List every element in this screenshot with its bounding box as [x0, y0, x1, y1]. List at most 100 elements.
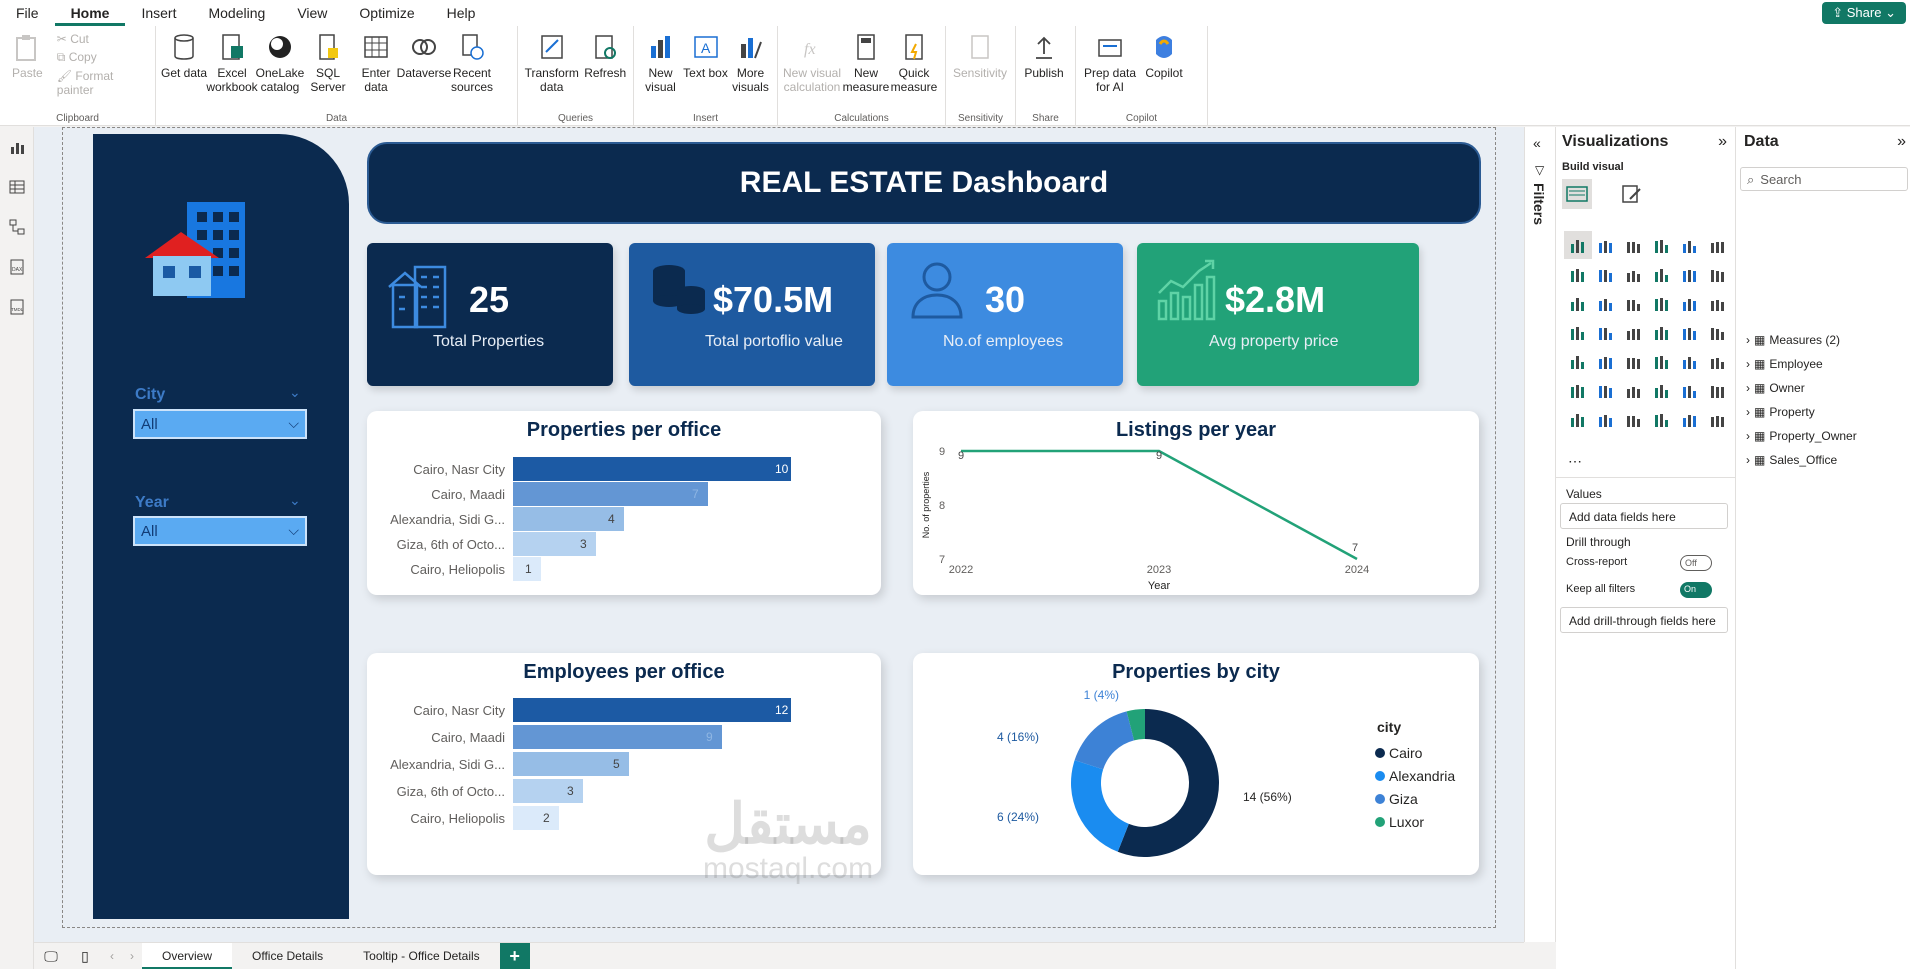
menu-file[interactable]: File — [16, 5, 39, 21]
new-visual-calculation-button[interactable]: fx New visual calculation — [782, 32, 842, 126]
visual-type-icon[interactable] — [1620, 376, 1648, 404]
city-slicer-chevron-icon[interactable]: ⌄ — [289, 384, 301, 400]
year-slicer-chevron-icon[interactable]: ⌄ — [289, 492, 301, 508]
visual-type-icon[interactable] — [1620, 260, 1648, 288]
visual-type-icon[interactable] — [1620, 347, 1648, 375]
properties-per-office-chart[interactable]: Properties per office Cairo, Nasr City 10… — [367, 411, 881, 595]
share-button[interactable]: ⇪ Share ⌄ — [1822, 2, 1906, 24]
donut-slice[interactable] — [1117, 709, 1219, 857]
visual-type-icon[interactable] — [1648, 376, 1676, 404]
menu-insert[interactable]: Insert — [141, 5, 177, 21]
employees-per-office-chart[interactable]: Employees per office Cairo, Nasr City 12 C… — [367, 653, 881, 875]
visual-type-icon[interactable] — [1676, 347, 1704, 375]
visual-type-icon[interactable] — [1564, 376, 1592, 404]
listings-per-year-chart[interactable]: Listings per year 9 8 7 2022 2023 2024 Year No.… — [913, 411, 1479, 595]
refresh-button[interactable]: Refresh — [581, 32, 629, 126]
visual-type-icon[interactable] — [1676, 260, 1704, 288]
donut-slice[interactable] — [1071, 760, 1129, 852]
visual-type-icon[interactable] — [1592, 405, 1620, 433]
sql-server-button[interactable]: SQL Server — [304, 32, 352, 126]
bar-row[interactable]: Cairo, Maadi 9 — [367, 725, 881, 749]
text-box-button[interactable]: A Text box — [683, 32, 728, 126]
collapse-left-icon[interactable]: « — [1533, 135, 1541, 151]
donut-slice[interactable] — [1126, 709, 1145, 741]
model-view-button[interactable] — [0, 207, 34, 247]
city-slicer-dropdown[interactable]: All ⌵ — [133, 409, 307, 439]
visual-type-icon[interactable] — [1592, 260, 1620, 288]
build-visual-tab[interactable] — [1562, 179, 1592, 209]
bar[interactable] — [513, 725, 722, 749]
tab-office-details[interactable]: Office Details — [252, 948, 324, 963]
get-data-button[interactable]: Get data — [160, 32, 208, 126]
onelake-catalog-button[interactable]: OneLake catalog — [256, 32, 304, 126]
data-table-item[interactable]: › ▦ Owner — [1746, 381, 1805, 395]
menu-help[interactable]: Help — [446, 5, 476, 21]
visual-type-icon[interactable] — [1704, 318, 1732, 346]
bar-row[interactable]: Cairo, Heliopolis 2 — [367, 806, 881, 830]
visual-type-icon[interactable] — [1648, 231, 1676, 259]
menu-view[interactable]: View — [297, 5, 328, 21]
bar[interactable] — [513, 457, 791, 481]
visual-type-icon[interactable] — [1592, 347, 1620, 375]
keep-filters-toggle[interactable]: On — [1680, 582, 1712, 598]
bar-row[interactable]: Cairo, Maadi 7 — [367, 482, 881, 506]
visual-type-icon[interactable] — [1648, 260, 1676, 288]
tmdl-view-button[interactable]: TMDL — [0, 287, 34, 327]
dataverse-button[interactable]: Dataverse — [397, 32, 451, 126]
visual-type-icon[interactable] — [1620, 231, 1648, 259]
visual-type-icon[interactable] — [1620, 318, 1648, 346]
donut-slice[interactable] — [1074, 711, 1135, 770]
tab-scroll-left-icon[interactable]: ‹ — [110, 949, 114, 963]
visual-type-icon[interactable] — [1592, 376, 1620, 404]
bar-row[interactable]: Giza, 6th of Octo... 3 — [367, 779, 881, 803]
year-slicer-dropdown[interactable]: All ⌵ — [133, 516, 307, 546]
copilot-button[interactable]: Copilot — [1140, 32, 1188, 126]
transform-data-button[interactable]: Transform data — [522, 32, 581, 126]
report-view-button[interactable] — [0, 127, 34, 167]
table-view-button[interactable] — [0, 167, 34, 207]
legend-item[interactable]: Cairo — [1375, 741, 1455, 764]
filters-pane[interactable]: « ▽ Filters — [1524, 127, 1556, 942]
new-visual-button[interactable]: New visual — [638, 32, 683, 126]
legend-item[interactable]: Luxor — [1375, 810, 1455, 833]
copy-button[interactable]: ⧉ Copy — [56, 50, 97, 64]
visual-type-icon[interactable] — [1648, 289, 1676, 317]
bar-row[interactable]: Alexandria, Sidi G... 5 — [367, 752, 881, 776]
data-table-item[interactable]: › ▦ Measures (2) — [1746, 333, 1840, 347]
bar-row[interactable]: Cairo, Nasr City 12 — [367, 698, 881, 722]
bar[interactable] — [513, 779, 583, 803]
menu-home[interactable]: Home — [54, 0, 126, 26]
bar-row[interactable]: Giza, 6th of Octo... 3 — [367, 532, 881, 556]
visual-type-icon[interactable] — [1564, 347, 1592, 375]
visual-type-icon[interactable] — [1592, 231, 1620, 259]
bar-row[interactable]: Cairo, Nasr City 10 — [367, 457, 881, 481]
quick-measure-button[interactable]: Quick measure — [890, 32, 938, 126]
bar[interactable] — [513, 557, 541, 581]
visual-type-icon[interactable] — [1704, 289, 1732, 317]
prep-data-for-ai-button[interactable]: Prep data for AI — [1080, 32, 1140, 126]
visual-type-icon[interactable] — [1704, 376, 1732, 404]
visual-type-icon[interactable] — [1564, 289, 1592, 317]
bar-row[interactable]: Alexandria, Sidi G... 4 — [367, 507, 881, 531]
recent-sources-button[interactable]: Recent sources — [448, 32, 496, 126]
cut-button[interactable]: ✂ Cut — [56, 32, 89, 46]
visual-type-icon[interactable] — [1564, 260, 1592, 288]
visual-type-icon[interactable] — [1704, 231, 1732, 259]
visual-type-icon[interactable] — [1592, 318, 1620, 346]
expand-right-icon[interactable]: » — [1718, 133, 1727, 150]
legend-item[interactable]: Alexandria — [1375, 764, 1455, 787]
legend-item[interactable]: Giza — [1375, 787, 1455, 810]
mobile-layout-icon[interactable]: ▯ — [81, 947, 89, 964]
expand-right-icon[interactable]: » — [1897, 133, 1906, 150]
enter-data-button[interactable]: Enter data — [352, 32, 400, 126]
visual-type-icon[interactable] — [1564, 231, 1592, 259]
cross-report-toggle[interactable]: Off — [1680, 555, 1712, 571]
tab-tooltip-office-details[interactable]: Tooltip - Office Details — [363, 948, 480, 963]
desktop-layout-icon[interactable]: 🖵 — [44, 947, 58, 964]
dax-query-view-button[interactable]: DAX — [0, 247, 34, 287]
visual-type-icon[interactable] — [1676, 405, 1704, 433]
tab-scroll-right-icon[interactable]: › — [130, 949, 134, 963]
sensitivity-button[interactable]: Sensitivity — [950, 32, 1010, 126]
bar[interactable] — [513, 532, 596, 556]
data-table-item[interactable]: › ▦ Property — [1746, 405, 1815, 419]
